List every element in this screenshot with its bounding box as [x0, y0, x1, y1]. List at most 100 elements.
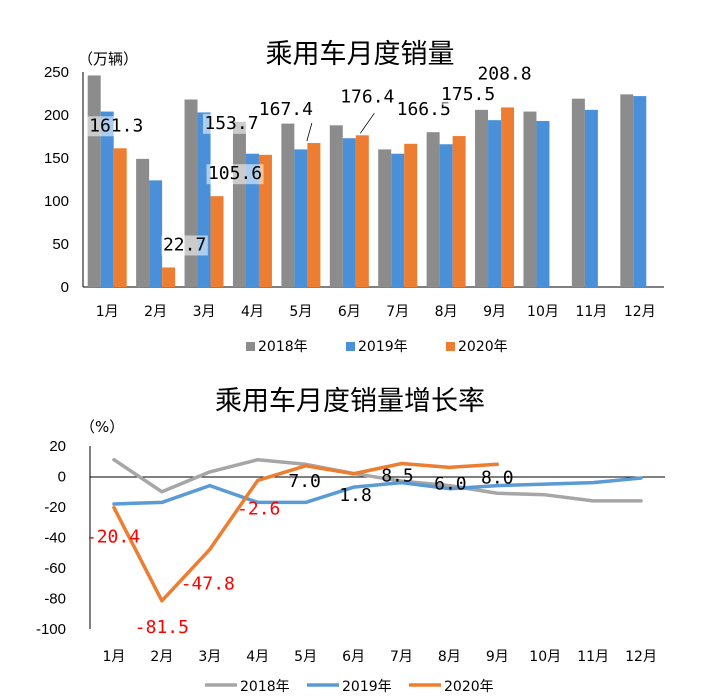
line-point-2020-m5 — [304, 464, 307, 468]
bar-2018-m3 — [184, 99, 198, 288]
bar-x-category: 9月 — [483, 304, 506, 320]
bar-2018-m4 — [232, 121, 246, 287]
bar-2020-m5 — [307, 143, 321, 287]
bar-2019-m10 — [536, 121, 550, 288]
bar-y-tick-50: 50 — [52, 236, 69, 253]
bar-label-leader-5 — [306, 122, 313, 142]
bar-x-category: 1月 — [96, 304, 119, 320]
line-point-2020-m1 — [112, 506, 116, 509]
line-black-label-8.0: 8.0 — [481, 467, 514, 488]
bar-2020-m7 — [404, 143, 418, 287]
bar-2018-m9 — [475, 109, 489, 287]
line-black-label-7.0: 7.0 — [288, 471, 321, 492]
line-point-2019-m7 — [400, 481, 403, 484]
bar-x-category: 7月 — [386, 304, 409, 320]
line-y-tick--40: -40 — [44, 530, 66, 547]
line-point-2020-m2 — [160, 599, 164, 602]
line-legend-label-2019: 2019年 — [342, 679, 392, 695]
bar-data-label-161.3: 161.3 — [89, 115, 143, 136]
line-x-category: 11月 — [577, 649, 609, 665]
line-x-category: 8月 — [438, 649, 461, 665]
line-point-2018-m3 — [208, 470, 211, 474]
bar-label-leader-6 — [359, 113, 375, 134]
bar-data-label-208.8: 208.8 — [477, 63, 531, 84]
line-point-2018-m8 — [448, 484, 451, 487]
line-black-label-6.0: 6.0 — [434, 473, 467, 494]
line-red-label--2.6: -2.6 — [237, 498, 280, 519]
bar-2020-m4 — [258, 154, 272, 287]
bar-data-label-166.5: 166.5 — [397, 99, 451, 120]
line-x-category: 5月 — [294, 649, 317, 665]
line-point-2020-m3 — [208, 548, 211, 551]
line-black-label-8.5: 8.5 — [381, 466, 414, 487]
bar-legend-label-2018: 2018年 — [258, 339, 308, 355]
bar-2019-m6 — [342, 138, 356, 287]
line-x-category: 2月 — [150, 649, 173, 665]
bar-x-category: 3月 — [193, 304, 216, 320]
bar-y-tick-0: 0 — [61, 279, 69, 296]
line-legend-label-2018: 2018年 — [240, 679, 290, 695]
line-series-2018 — [112, 457, 643, 503]
line-point-2020-m8 — [448, 466, 451, 469]
bar-2019-m1 — [100, 111, 114, 287]
line-point-2020-m6 — [352, 472, 355, 475]
bar-legend: 2018年 2019年 2020年 — [246, 339, 508, 355]
line-x-category: 10月 — [529, 649, 561, 665]
bar-2018-m2 — [136, 158, 150, 287]
bar-2020-m2 — [162, 267, 176, 287]
line-point-2018-m1 — [112, 458, 116, 461]
bar-legend-swatch-2019 — [346, 342, 355, 351]
line-point-2018-m12 — [639, 499, 643, 503]
line-point-2019-m12 — [639, 476, 643, 480]
bar-data-label-153.7: 153.7 — [204, 113, 258, 134]
line-y-tick--100: -100 — [36, 621, 66, 638]
line-series — [112, 457, 643, 603]
bar-x-axis-categories: 1月 2月 3月 4月 5月 6月 7月 8月 9月 10月 11月 12月 — [96, 304, 656, 320]
bar-2019-m2 — [149, 180, 163, 287]
bar-data-label-bg — [395, 99, 453, 120]
line-x-axis-categories: 1月 2月 3月 4月 5月 6月 7月 8月 9月 10月 11月 12月 — [102, 649, 656, 665]
bar-2019-m11 — [584, 109, 598, 287]
line-point-2018-m9 — [496, 492, 499, 495]
bar-data-label-bg — [476, 64, 534, 85]
line-chart-unit-label: （%） — [80, 418, 124, 436]
line-point-2018-m11 — [591, 499, 595, 503]
bar-data-label-22.7: 22.7 — [163, 234, 206, 255]
bar-x-category: 10月 — [527, 304, 559, 320]
line-y-tick--80: -80 — [44, 591, 66, 608]
line-y-tick--20: -20 — [44, 499, 66, 516]
bar-x-category: 2月 — [144, 304, 167, 320]
line-x-category: 6月 — [342, 649, 365, 665]
line-point-2019-m5 — [304, 501, 307, 504]
bar-data-label-bg — [338, 87, 396, 108]
bar-2018-m11 — [571, 98, 585, 287]
line-x-category: 7月 — [390, 649, 413, 665]
bar-legend-label-2019: 2019年 — [358, 339, 408, 355]
line-point-2018-m10 — [544, 493, 547, 496]
line-legend: 2018年 2019年 2020年 — [205, 679, 494, 695]
line-red-label--47.8: -47.8 — [181, 573, 235, 594]
line-y-axis-ticks: 20 0 -20 -40 -60 -80 -100 — [36, 438, 66, 638]
bar-2018-m1 — [87, 75, 101, 287]
line-x-category: 3月 — [198, 649, 221, 665]
bar-chart-unit-label: （万辆） — [78, 50, 138, 68]
line-point-2019-m4 — [256, 501, 259, 504]
bar-x-category: 5月 — [289, 304, 312, 320]
line-point-2019-m6 — [352, 485, 355, 489]
line-chart-title: 乘用车月度销量增长率 — [215, 386, 485, 417]
line-x-category: 9月 — [486, 649, 509, 665]
line-point-2019-m11 — [591, 481, 595, 484]
bar-data-label-105.6: 105.6 — [208, 163, 262, 184]
bar-legend-label-2020: 2020年 — [458, 339, 508, 355]
bar-x-category: 6月 — [338, 304, 361, 320]
bar-x-category: 4月 — [241, 304, 264, 320]
bar-data-label-bg — [87, 116, 145, 137]
bar-x-category: 11月 — [575, 304, 607, 320]
line-black-label-1.8: 1.8 — [339, 485, 372, 506]
bar-2018-m6 — [329, 125, 343, 287]
line-red-label--20.4: -20.4 — [86, 527, 140, 548]
bar-2019-m12 — [633, 96, 647, 287]
line-point-2020-m7 — [400, 462, 403, 465]
bar-2020-m9 — [501, 107, 515, 287]
